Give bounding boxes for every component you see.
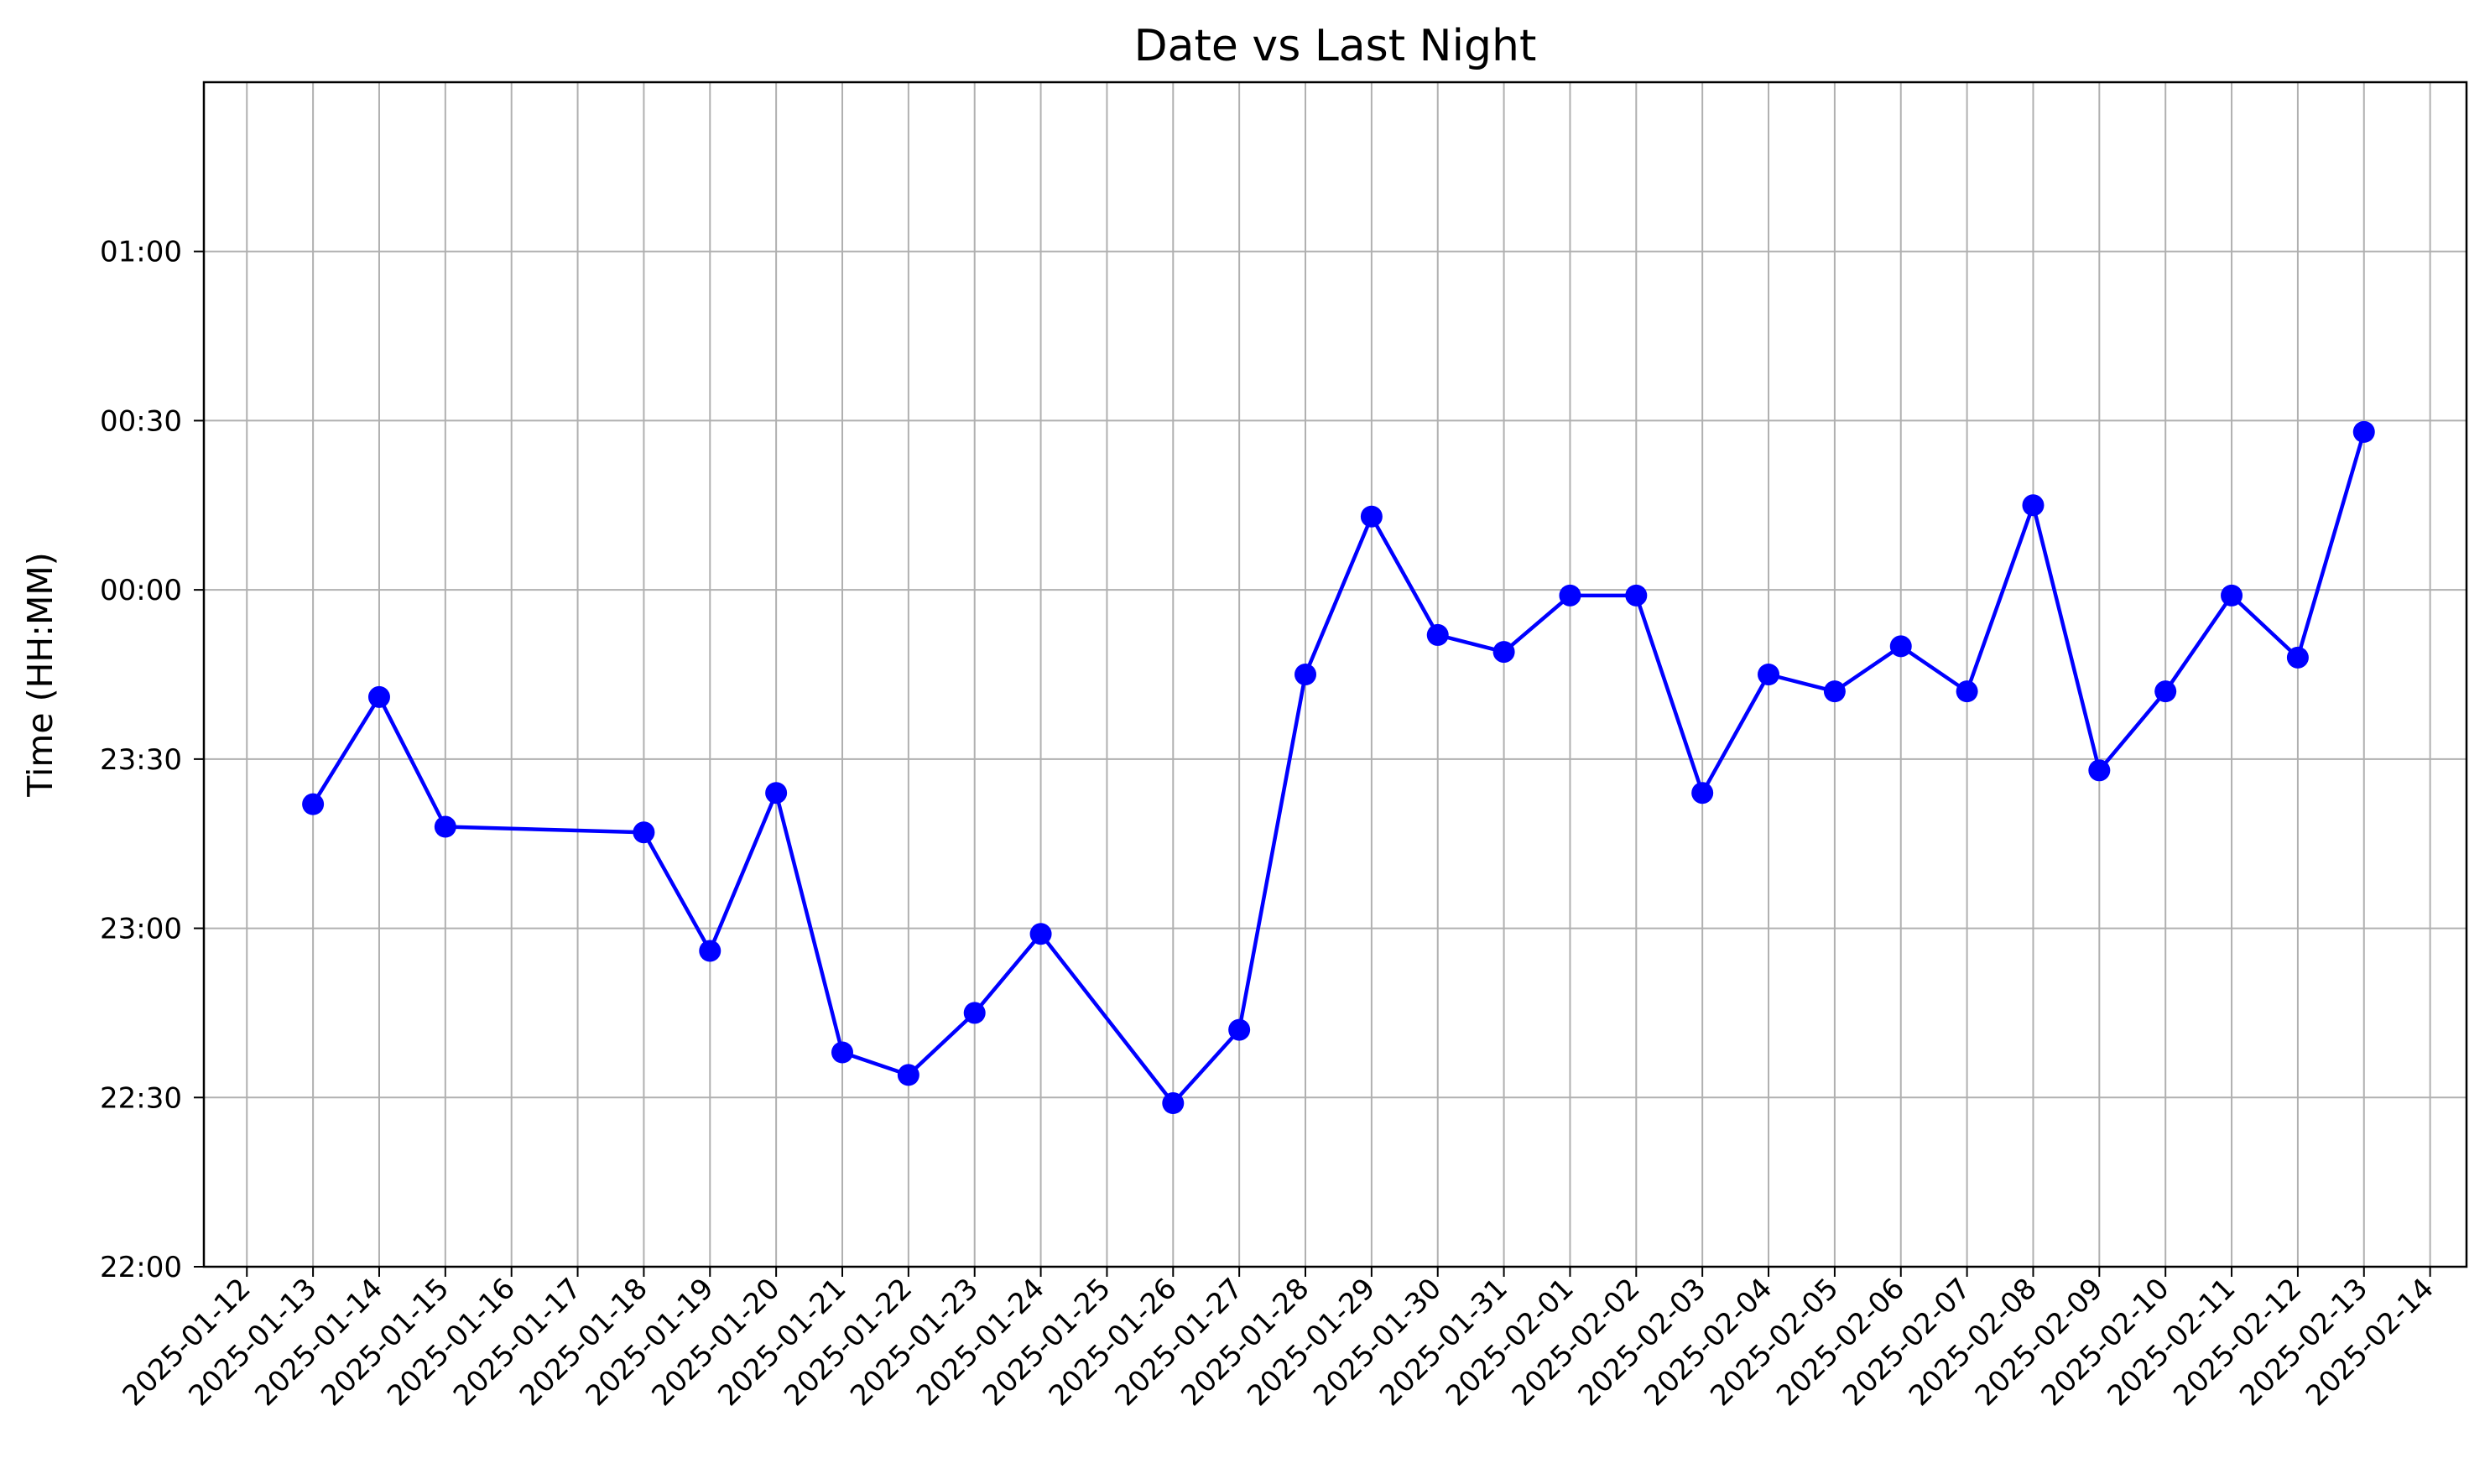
data-point	[765, 782, 788, 804]
data-point	[699, 940, 721, 962]
data-point	[2022, 494, 2045, 517]
data-point	[1956, 680, 1978, 703]
y-tick-label: 23:00	[100, 913, 182, 946]
y-tick-label: 23:30	[100, 743, 182, 777]
data-points	[302, 420, 2375, 1115]
y-tick-label: 00:00	[100, 574, 182, 607]
y-axis-ticks: 22:00 22:30 23:00 23:30 00:00 00:30 01:00	[100, 236, 204, 1284]
data-point	[2154, 680, 2177, 703]
data-point	[2352, 420, 2375, 443]
data-point	[1758, 664, 1780, 685]
data-point	[1228, 1018, 1251, 1041]
series-line	[311, 431, 2366, 1106]
plot-frame	[202, 81, 2468, 1268]
data-point	[1162, 1092, 1185, 1115]
chart-title: Date vs Last Night	[1134, 21, 1537, 71]
data-point	[1559, 584, 1581, 607]
data-point	[897, 1064, 919, 1086]
data-point	[831, 1041, 853, 1064]
data-point	[633, 821, 655, 844]
data-point	[1889, 635, 1912, 658]
grid-lines	[204, 82, 2467, 1268]
y-axis-label: Time (HH:MM)	[20, 552, 60, 798]
data-point	[1294, 664, 1317, 685]
data-point	[1492, 641, 1515, 664]
series-line-group	[311, 431, 2366, 1106]
data-point	[2286, 646, 2309, 669]
data-point	[434, 815, 456, 838]
data-point	[1360, 505, 1383, 528]
data-point	[2221, 584, 2243, 607]
data-point	[1691, 782, 1714, 804]
data-point	[1625, 584, 1648, 607]
data-point	[963, 1002, 986, 1024]
data-point	[1029, 923, 1052, 945]
y-tick-label: 01:00	[100, 236, 182, 269]
y-tick-label: 00:30	[100, 404, 182, 438]
y-tick-label: 22:00	[100, 1251, 182, 1284]
data-point	[302, 793, 325, 815]
data-point	[367, 685, 390, 708]
x-axis-ticks: 2025-01-122025-01-132025-01-142025-01-15…	[117, 1267, 2441, 1413]
data-point	[1426, 623, 1449, 646]
y-tick-label: 22:30	[100, 1081, 182, 1115]
data-point	[2088, 759, 2111, 782]
data-point	[1823, 680, 1846, 703]
